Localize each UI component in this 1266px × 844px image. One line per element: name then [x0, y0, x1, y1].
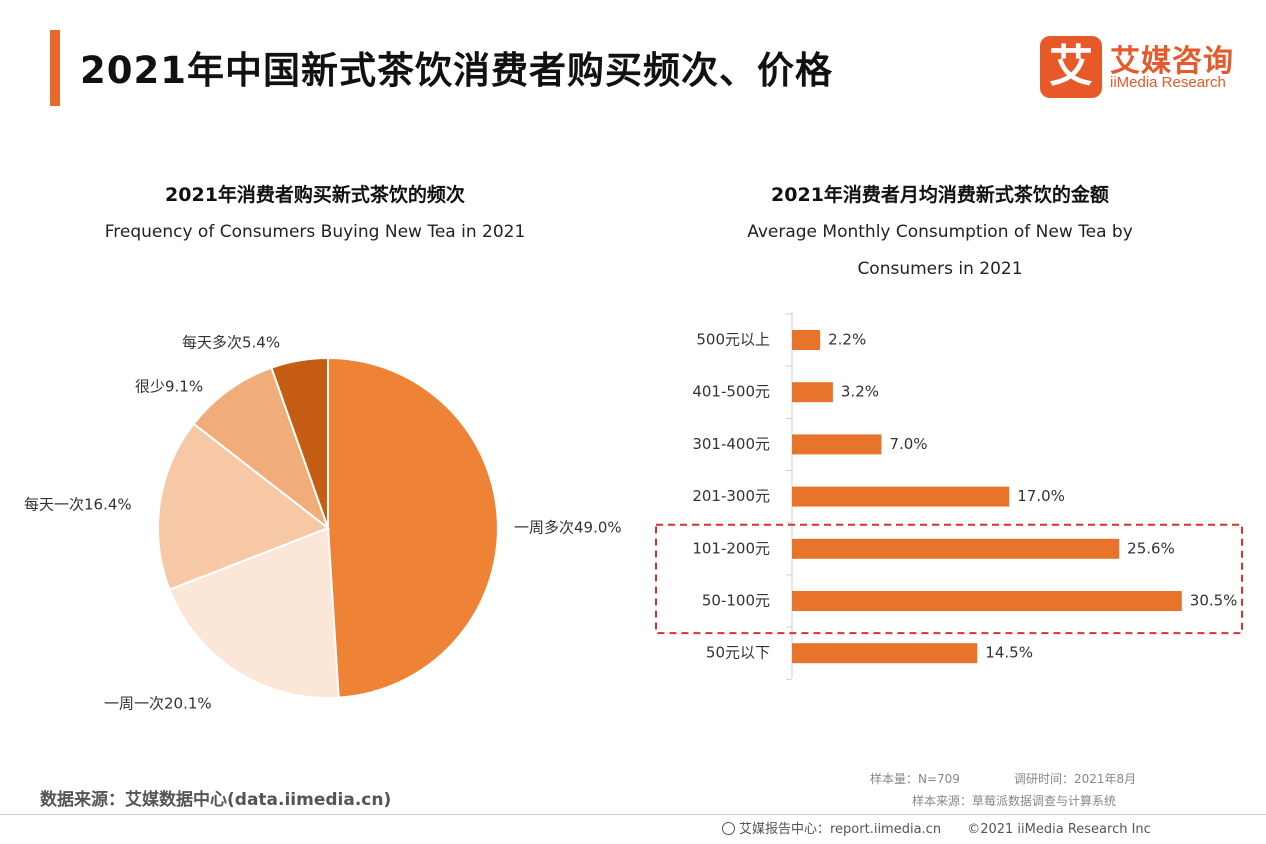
bar-value-label: 3.2% — [841, 383, 879, 401]
bar — [792, 538, 1120, 559]
page-title: 2021年中国新式茶饮消费者购买频次、价格 — [80, 49, 833, 92]
bar-value-label: 17.0% — [1017, 487, 1065, 505]
logo-chinese-name: 艾媒咨询 — [1110, 44, 1234, 79]
data-source: 数据来源：艾媒数据中心(data.iimedia.cn) — [40, 790, 392, 810]
iimedia-logo: 艾 艾媒咨询 iiMedia Research — [1040, 34, 1250, 104]
title-accent-bar — [50, 30, 60, 106]
bar-chart-subtitle-line-2: Consumers in 2021 — [857, 259, 1023, 279]
category-tick-label: 50元以下 — [706, 644, 770, 662]
logo-mark-icon: 艾 — [1040, 36, 1102, 98]
sample-source: 样本来源：草莓派数据调查与计算系统 — [912, 794, 1117, 808]
bar — [792, 486, 1010, 507]
footer-divider — [0, 814, 1266, 815]
pie-slice — [192, 366, 331, 531]
bar-value-label: 30.5% — [1190, 592, 1238, 610]
bar-chart-title: 2021年消费者月均消费新式茶饮的金额 — [771, 184, 1109, 206]
bar — [792, 382, 833, 403]
pie-slice-label: 一周多次49.0% — [514, 519, 622, 537]
bar-chart-subtitle-line-1: Average Monthly Consumption of New Tea b… — [747, 222, 1133, 242]
category-tick-label: 50-100元 — [702, 592, 770, 610]
pie-chart-title: 2021年消费者购买新式茶饮的频次 — [165, 184, 465, 206]
bar — [792, 591, 1182, 611]
pie-slice-label: 每天多次5.4% — [182, 334, 280, 352]
report-center: 艾媒报告中心：report.iimedia.cn — [739, 822, 942, 837]
category-tick-label: 201-300元 — [692, 487, 770, 505]
category-tick-label: 500元以上 — [696, 331, 770, 349]
bar-value-label: 7.0% — [889, 435, 927, 453]
category-tick-label: 101-200元 — [692, 539, 770, 557]
bar-value-label: 2.2% — [828, 331, 866, 349]
survey-time: 调研时间：2021年8月 — [1014, 772, 1137, 786]
pie-slice — [327, 356, 499, 699]
footer-credits: 艾媒报告中心：report.iimedia.cn ©2021 iiMedia R… — [722, 818, 1151, 837]
bar-value-label: 14.5% — [985, 644, 1033, 662]
pie-slice-label: 一周一次20.1% — [104, 695, 212, 713]
copyright: ©2021 iiMedia Research Inc — [967, 822, 1151, 837]
sample-size: 样本量：N=709 — [870, 772, 960, 786]
category-tick-label: 401-500元 — [692, 383, 770, 401]
pie-chart-subtitle: Frequency of Consumers Buying New Tea in… — [104, 222, 526, 242]
highlight-dashed-box — [655, 523, 1243, 635]
pie-slice-label: 很少9.1% — [135, 378, 203, 396]
pie-slice-label: 每天一次16.4% — [24, 496, 132, 514]
category-tick-label: 301-400元 — [692, 435, 770, 453]
bar-value-label: 25.6% — [1127, 539, 1175, 557]
bar — [792, 434, 882, 455]
globe-icon — [722, 822, 735, 835]
pie-slice — [270, 356, 329, 529]
bar — [792, 330, 821, 350]
pie-slice — [168, 526, 340, 699]
bar — [792, 643, 978, 664]
logo-english-name: iiMedia Research — [1110, 74, 1226, 91]
pie-slice — [157, 422, 331, 591]
